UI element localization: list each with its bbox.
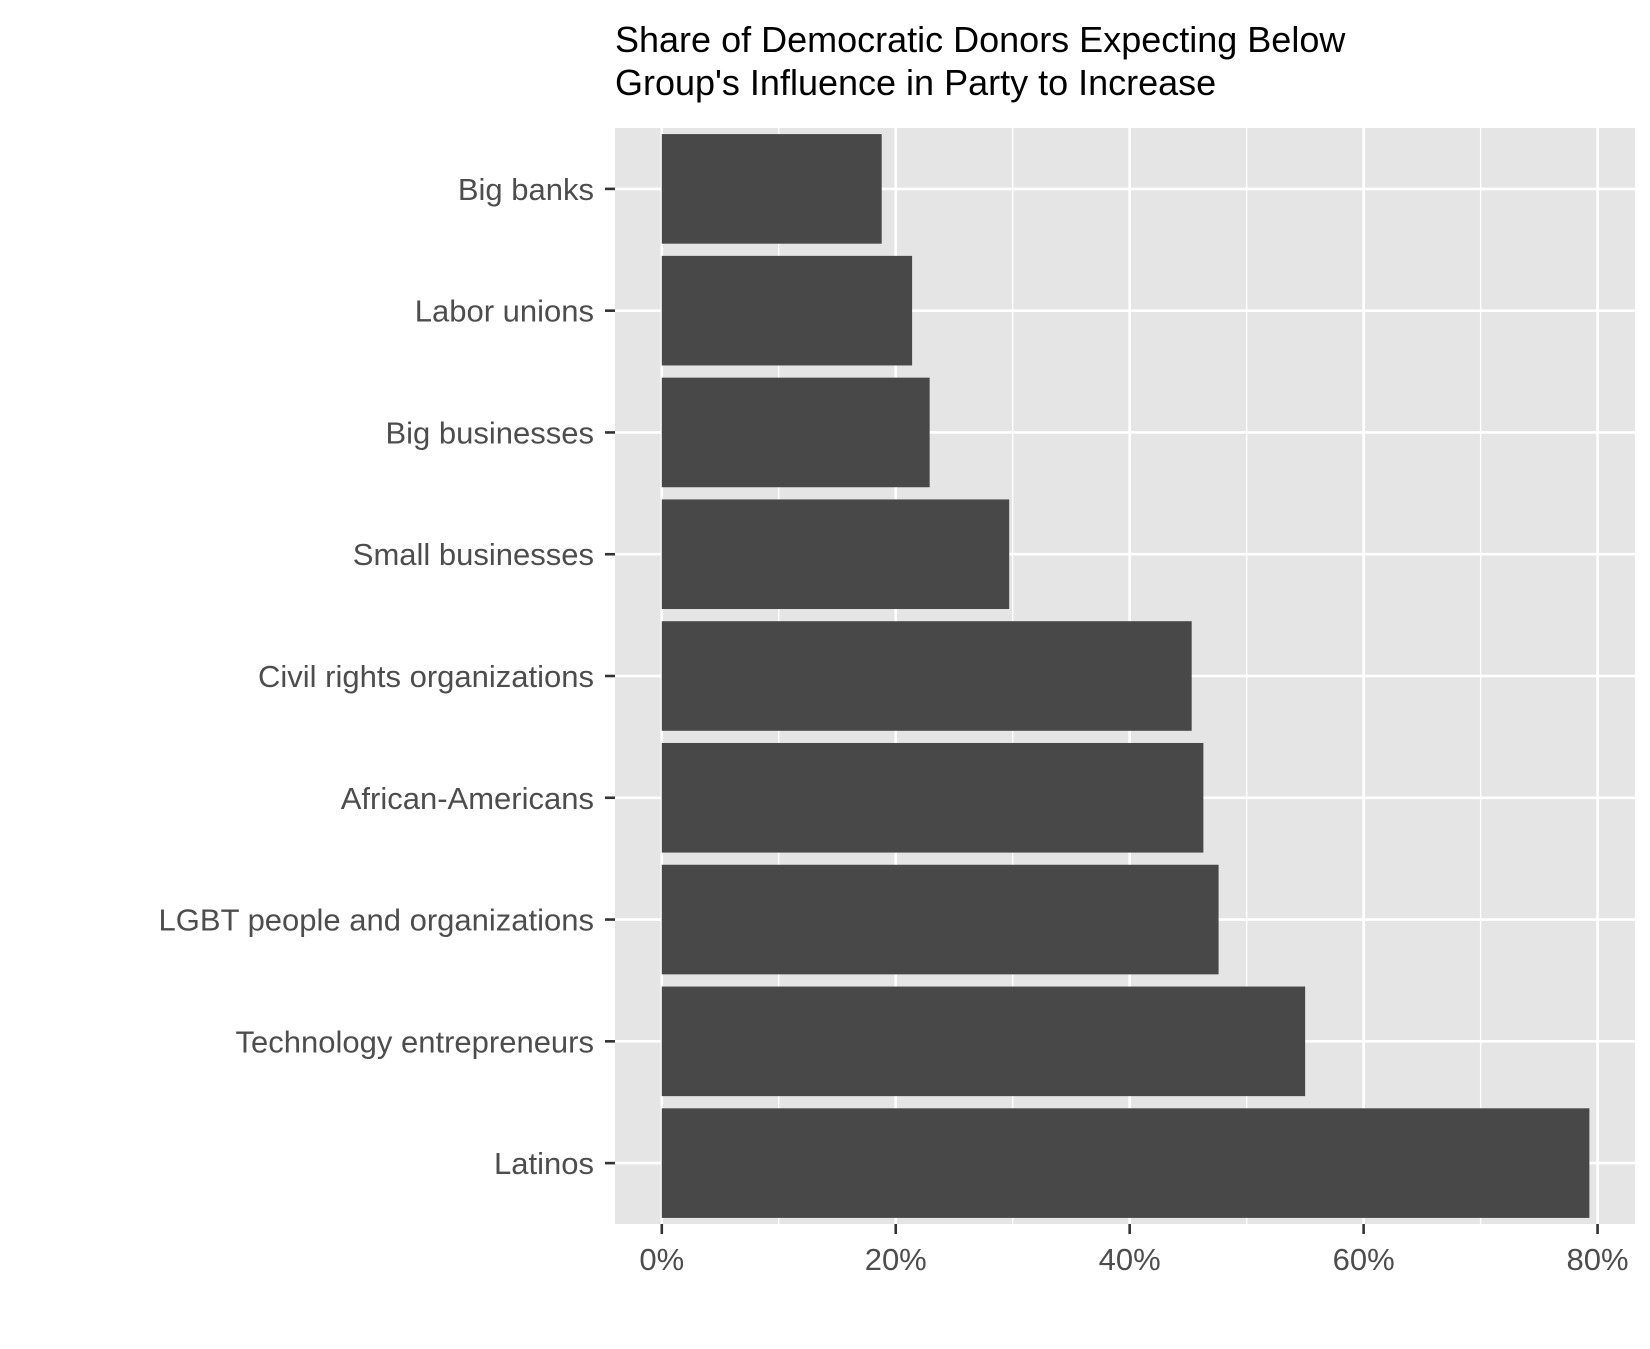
bar-2 — [661, 377, 930, 488]
y-tick-label-2: Big businesses — [385, 415, 594, 450]
bar-6 — [661, 864, 1219, 975]
y-axis: Big banks Labor unions Big businesses Small… — [159, 172, 615, 1181]
x-tick-label-2: 40% — [1099, 1242, 1161, 1277]
chart-title-line-2: Group's Influence in Party to Increase — [615, 62, 1216, 103]
chart-title: Share of Democratic Donors Expecting Bel… — [615, 19, 1346, 103]
bar-8 — [661, 1108, 1590, 1218]
bar-3 — [661, 499, 1010, 610]
x-tick-label-1: 20% — [865, 1242, 927, 1277]
x-tick-label-4: 80% — [1567, 1242, 1629, 1277]
x-tick-label-0: 0% — [639, 1242, 684, 1277]
x-tick-label-3: 60% — [1333, 1242, 1395, 1277]
y-tick-label-1: Labor unions — [415, 294, 594, 329]
y-tick-label-6: LGBT people and organizations — [159, 903, 594, 938]
y-tick-label-4: Civil rights organizations — [258, 659, 594, 694]
y-tick-label-5: African-Americans — [341, 781, 594, 816]
y-tick-label-8: Latinos — [494, 1146, 594, 1181]
bar-5 — [661, 742, 1204, 853]
bars — [661, 134, 1590, 1218]
bar-4 — [661, 621, 1192, 731]
chart-title-line-1: Share of Democratic Donors Expecting Bel… — [615, 19, 1346, 60]
x-axis: 0% 20% 40% 60% 80% — [639, 1224, 1629, 1277]
y-tick-label-0: Big banks — [458, 172, 594, 207]
y-tick-label-3: Small businesses — [353, 537, 594, 572]
bar-1 — [661, 255, 913, 366]
bar-7 — [661, 986, 1306, 1097]
bar-0 — [661, 134, 882, 244]
y-tick-label-7: Technology entrepreneurs — [236, 1024, 594, 1059]
